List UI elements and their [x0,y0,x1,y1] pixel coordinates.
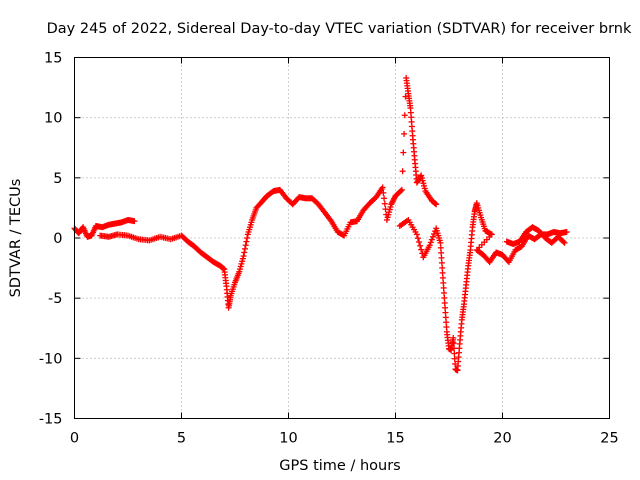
data-point [437,239,446,271]
data-point [452,366,461,374]
y-tick-label: 0 [53,231,62,247]
data-series-brnk [71,74,570,374]
data-point [296,194,308,202]
data-point [463,265,471,288]
data-point [456,320,465,347]
data-point [157,233,173,242]
data-point [407,105,416,135]
data-point [555,233,567,245]
data-point [334,228,347,238]
x-tick-label: 20 [493,431,511,447]
data-point [405,90,414,109]
data-point [439,269,448,301]
data-point [433,225,443,244]
data-point [403,74,411,94]
data-point [341,221,353,239]
data-point [353,209,366,225]
data-point [467,227,476,254]
x-tick-label: 25 [600,431,618,447]
data-point [360,201,372,214]
y-tick-label: -5 [48,291,62,307]
data-point [240,235,251,260]
data-point [396,217,410,229]
plot-frame [74,57,610,419]
data-point [476,231,495,251]
data-point [398,93,409,193]
data-point [413,231,426,257]
data-point [418,172,428,192]
x-tick-label: 10 [279,431,297,447]
data-point [563,228,570,235]
data-point [249,206,259,223]
data-point [450,334,459,367]
data-point [458,303,467,323]
x-axis-label: GPS time / hours [279,458,400,474]
y-tick-label: -10 [39,351,63,367]
data-point [259,193,270,204]
tick-labels: 0 5 10 15 20 25 -15 -10 -5 0 5 10 15 [39,51,619,447]
data-point [232,270,242,286]
chart-title: Day 245 of 2022, Sidereal Day-to-day VTE… [47,21,632,37]
data-point [321,209,334,223]
y-axis-label: SDTVAR / TECUs [8,179,24,298]
data-point [448,336,456,353]
data-point [315,201,327,215]
x-tick-label: 15 [386,431,404,447]
data-point [561,239,568,246]
data-point [191,243,203,255]
x-tick-label: 5 [177,431,186,447]
data-point [373,186,385,201]
y-tick-label: 5 [53,171,62,187]
x-tick-label: 0 [70,431,79,447]
data-point [426,228,439,249]
data-point [167,233,183,243]
data-point [465,249,474,269]
data-point [420,244,432,261]
data-point [131,218,138,225]
data-point [114,231,130,239]
data-point [244,219,255,238]
data-point [469,211,478,231]
data-point [221,266,230,287]
data-point [525,232,537,242]
data-point [535,227,548,240]
y-tick-label: 15 [44,51,62,67]
data-point [478,214,488,232]
data-point [454,345,463,374]
data-point [433,201,440,208]
y-tick-label: -15 [39,412,63,428]
data-point [409,132,418,159]
data-point [441,299,450,331]
data-point [236,255,246,275]
data-point [125,232,140,242]
data-point [227,281,238,299]
data-point [516,230,528,245]
data-point [422,188,434,203]
data-point [146,234,162,244]
y-tick-label: 10 [44,111,62,127]
data-point [347,218,359,226]
data-point [460,285,469,308]
data-point [276,186,289,200]
data-point [383,203,394,223]
